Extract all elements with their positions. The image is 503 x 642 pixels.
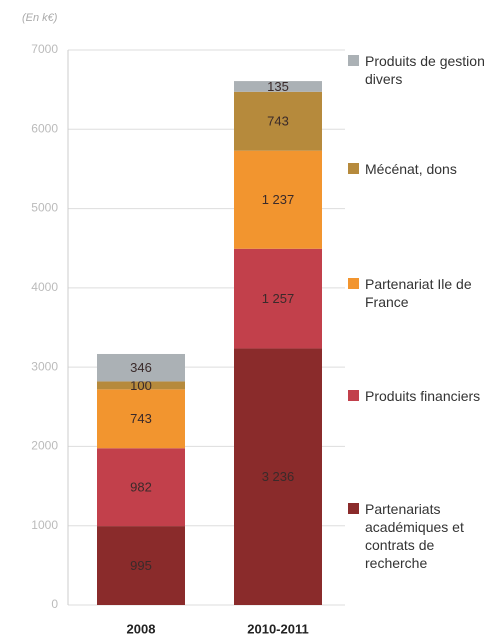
bar-segment bbox=[234, 248, 322, 349]
bar-segment bbox=[97, 353, 185, 382]
value-label: 135 bbox=[267, 79, 289, 94]
bar-segment bbox=[97, 448, 185, 527]
y-tick-label: 4000 bbox=[31, 280, 58, 294]
value-label: 982 bbox=[130, 480, 152, 495]
value-label: 995 bbox=[130, 558, 152, 573]
y-tick-label: 3000 bbox=[31, 359, 58, 373]
y-tick-label: 1000 bbox=[31, 518, 58, 532]
legend-label: Partenariats académiques et contrats de … bbox=[365, 501, 464, 571]
bar-segment bbox=[234, 91, 322, 151]
x-tick-label: 2010-2011 bbox=[247, 621, 308, 636]
legend-entry: Partenariat Ile de France bbox=[348, 275, 498, 311]
bar-segment bbox=[97, 526, 185, 605]
legend-swatch bbox=[348, 163, 359, 174]
bar-segment bbox=[234, 150, 322, 249]
bar-segment bbox=[97, 389, 185, 449]
bar-segment bbox=[234, 81, 322, 92]
legend-swatch bbox=[348, 55, 359, 66]
value-label: 743 bbox=[130, 411, 152, 426]
legend-label: Produits de gestion divers bbox=[365, 53, 485, 87]
value-label: 743 bbox=[267, 114, 289, 129]
value-label: 346 bbox=[130, 360, 152, 375]
legend-swatch bbox=[348, 278, 359, 289]
bar-segment bbox=[234, 348, 322, 605]
y-tick-label: 5000 bbox=[31, 201, 58, 215]
value-label: 3 236 bbox=[262, 469, 295, 484]
value-label: 1 237 bbox=[262, 192, 295, 207]
legend-entry: Produits financiers bbox=[348, 387, 498, 405]
legend-entry: Mécénat, dons bbox=[348, 160, 498, 178]
y-tick-label: 2000 bbox=[31, 439, 58, 453]
legend-label: Mécénat, dons bbox=[365, 161, 457, 177]
y-axis-label: (En k€) bbox=[22, 12, 58, 24]
value-label: 1 257 bbox=[262, 291, 295, 306]
legend-label: Produits financiers bbox=[365, 388, 481, 404]
legend-label: Partenariat Ile de France bbox=[365, 276, 472, 310]
value-label: 100 bbox=[130, 378, 152, 393]
y-tick-label: 0 bbox=[51, 597, 58, 611]
y-tick-label: 7000 bbox=[31, 42, 58, 56]
legend-entry: Produits de gestion divers bbox=[348, 52, 498, 88]
legend-entry: Partenariats académiques et contrats de … bbox=[348, 500, 498, 572]
y-tick-label: 6000 bbox=[31, 121, 58, 135]
legend-swatch bbox=[348, 390, 359, 401]
bar-segment bbox=[97, 381, 185, 390]
legend-swatch bbox=[348, 503, 359, 514]
x-tick-label: 2008 bbox=[127, 621, 156, 636]
